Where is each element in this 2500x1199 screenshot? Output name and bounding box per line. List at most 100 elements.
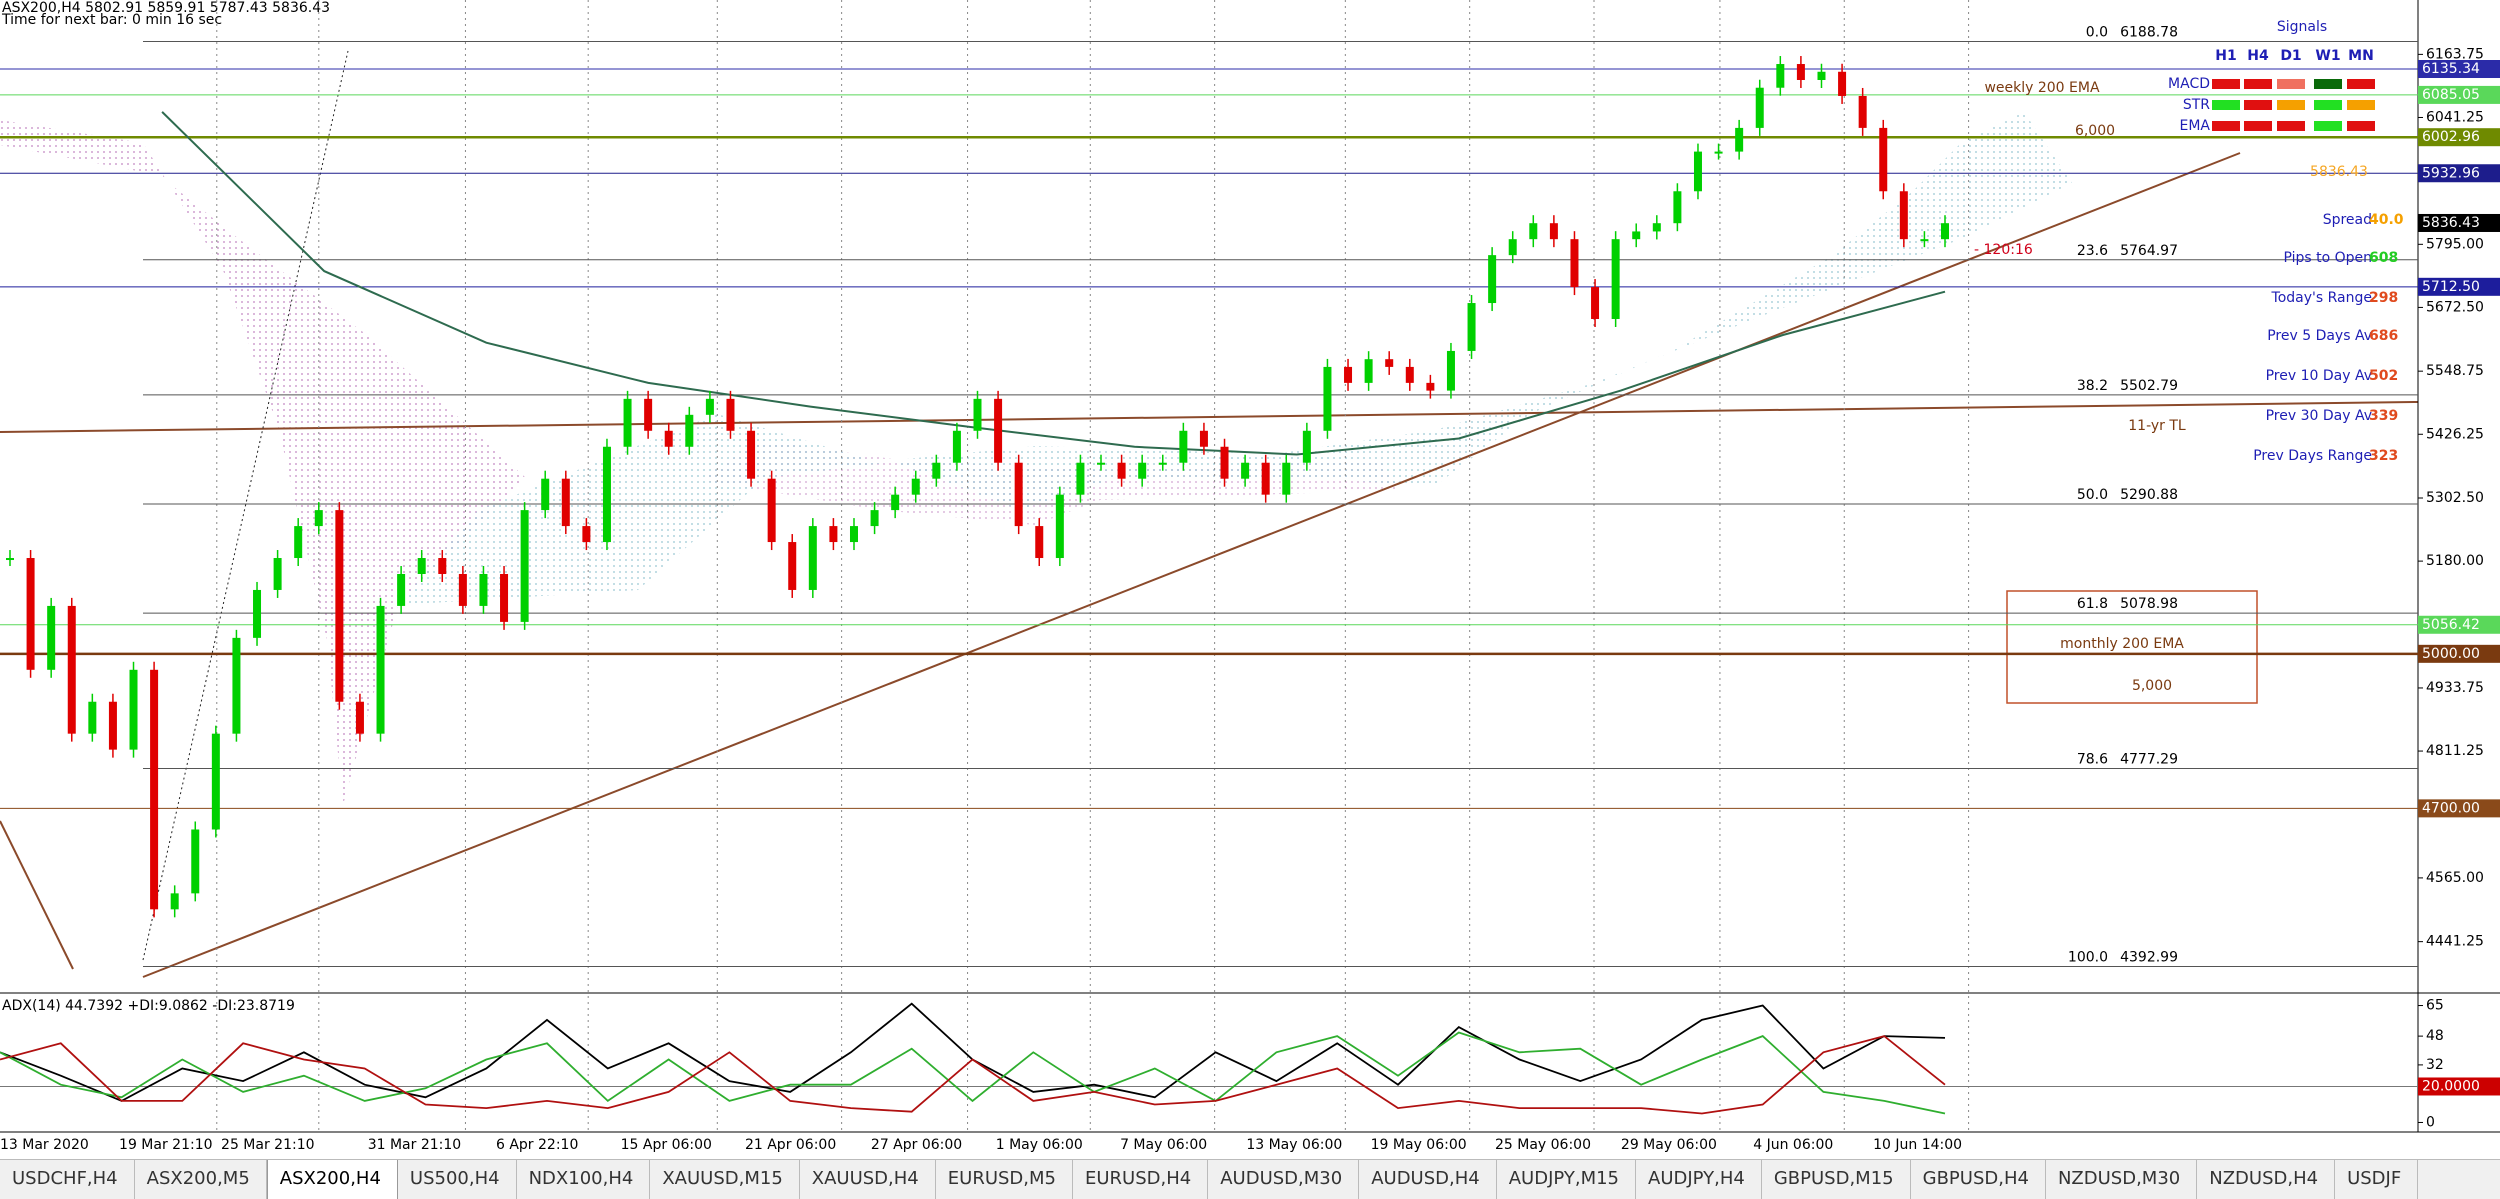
y-tick-label: 5548.75 [2426, 363, 2484, 379]
chart-tab[interactable]: AUDUSD,H4 [1359, 1160, 1497, 1199]
stat-value: 608 [2369, 250, 2398, 266]
y-tick-label: 5672.50 [2426, 299, 2484, 315]
candle [1879, 127, 1888, 192]
candle [520, 510, 529, 622]
x-tick-label: 1 May 06:00 [996, 1137, 1083, 1153]
price-label-box [2418, 213, 2500, 232]
annotation: 6,000 [2075, 123, 2115, 139]
cloud-bullish [398, 112, 2072, 605]
candle [1261, 462, 1270, 495]
chart-tab[interactable]: XAUUSD,M15 [650, 1160, 800, 1199]
signal-row-label: MACD [2168, 76, 2210, 92]
y-tick-label: 5795.00 [2426, 236, 2484, 252]
fib-level: 0.0 [2086, 24, 2108, 40]
candle [1055, 494, 1064, 559]
chart-tab[interactable]: XAUUSD,H4 [800, 1160, 936, 1199]
signal-cell [2314, 100, 2342, 110]
stat-label: Pips to Open [2283, 250, 2372, 266]
stat-value: 298 [2369, 290, 2398, 306]
indicator-line [0, 1031, 1946, 1115]
x-tick-label: 10 Jun 14:00 [1873, 1137, 1962, 1153]
x-tick-label: 25 May 06:00 [1495, 1137, 1591, 1153]
price-label-box [2418, 128, 2500, 147]
level-label-box [2418, 1077, 2500, 1096]
candle [1426, 382, 1435, 391]
signal-cell [2277, 121, 2305, 131]
signal-cell [2347, 79, 2375, 89]
candle [1323, 366, 1332, 431]
annotation: 11-yr TL [2128, 418, 2186, 434]
candle [705, 398, 714, 415]
annotation: - 120:16 [1974, 242, 2033, 258]
chart-tab[interactable]: AUDJPY,H4 [1636, 1160, 1762, 1199]
candle [1570, 239, 1579, 288]
y-tick-label: 5302.50 [2426, 490, 2484, 506]
y-tick-label: 4565.00 [2426, 870, 2484, 886]
x-tick-label: 13 Mar 2020 [0, 1137, 89, 1153]
candle [1220, 446, 1229, 479]
candle [1364, 359, 1373, 383]
chart-tab[interactable]: NZDUSD,H4 [2197, 1160, 2336, 1199]
chart-tab[interactable]: GBPUSD,H4 [1911, 1160, 2046, 1199]
signal-column: D1 [2280, 48, 2301, 64]
candle [932, 462, 941, 479]
price-label: 5836.43 [2422, 215, 2480, 231]
chart-tab[interactable]: GBPUSD,M15 [1762, 1160, 1911, 1199]
adx-title: ADX(14) 44.7392 +DI:9.0862 -DI:23.8719 [2, 998, 295, 1014]
x-tick-label: 21 Apr 06:00 [745, 1137, 836, 1153]
chart-tab[interactable]: ASX200,H4 [266, 1160, 398, 1199]
candle [1817, 71, 1826, 80]
candle [1735, 127, 1744, 152]
price-label: 6002.96 [2422, 129, 2480, 145]
candle [1385, 359, 1394, 367]
candle [294, 526, 303, 559]
candle [1117, 462, 1126, 479]
candle [1199, 430, 1208, 447]
candle [191, 829, 200, 894]
candle [88, 701, 97, 734]
chart-tab[interactable]: USDJF [2335, 1160, 2419, 1199]
chart-tab[interactable]: AUDUSD,M30 [1208, 1160, 1360, 1199]
candle [1508, 239, 1517, 256]
chart-tab[interactable]: US500,H4 [398, 1160, 517, 1199]
x-tick-label: 19 Mar 21:10 [119, 1137, 212, 1153]
stat-label: Prev 5 Days Av [2267, 328, 2372, 344]
chart-tab[interactable]: ASX200,M5 [135, 1160, 267, 1199]
chart-tab[interactable]: EURUSD,M5 [936, 1160, 1073, 1199]
candle [458, 573, 467, 606]
candle [1446, 350, 1455, 391]
fib-price: 5290.88 [2120, 487, 2178, 503]
candle [1899, 191, 1908, 240]
y-tick-label: 5426.25 [2426, 426, 2484, 442]
candle [335, 510, 344, 702]
annotation: monthly 200 EMA [2060, 636, 2184, 652]
candle [1097, 462, 1106, 465]
chart-tab[interactable]: EURUSD,H4 [1073, 1160, 1209, 1199]
price-label-box [2418, 799, 2500, 818]
chart-tab[interactable]: AUDJPY,M15 [1497, 1160, 1637, 1199]
candle [726, 398, 735, 431]
candle [1591, 287, 1600, 320]
candle [1344, 366, 1353, 383]
price-label-box [2418, 164, 2500, 183]
candle [1405, 366, 1414, 383]
signal-column: H1 [2215, 48, 2236, 64]
candle [211, 733, 220, 830]
stat-value: 40.0 [2369, 212, 2404, 228]
chart-tab[interactable]: NDX100,H4 [517, 1160, 651, 1199]
price-label: 5712.50 [2422, 279, 2480, 295]
chart-tab[interactable]: USDCHF,H4 [0, 1160, 135, 1199]
candle [479, 573, 488, 606]
signal-cell [2244, 100, 2272, 110]
x-tick-label: 29 May 06:00 [1621, 1137, 1717, 1153]
chart-tab[interactable]: NZDUSD,M30 [2046, 1160, 2198, 1199]
candle [150, 669, 159, 910]
candle [314, 510, 323, 527]
stat-value: 323 [2369, 448, 2398, 464]
candle [1858, 95, 1867, 128]
trendline-11yr [0, 401, 2419, 433]
stat-label: Prev 30 Day Av [2266, 408, 2372, 424]
candle [1673, 191, 1682, 224]
candle [891, 494, 900, 511]
